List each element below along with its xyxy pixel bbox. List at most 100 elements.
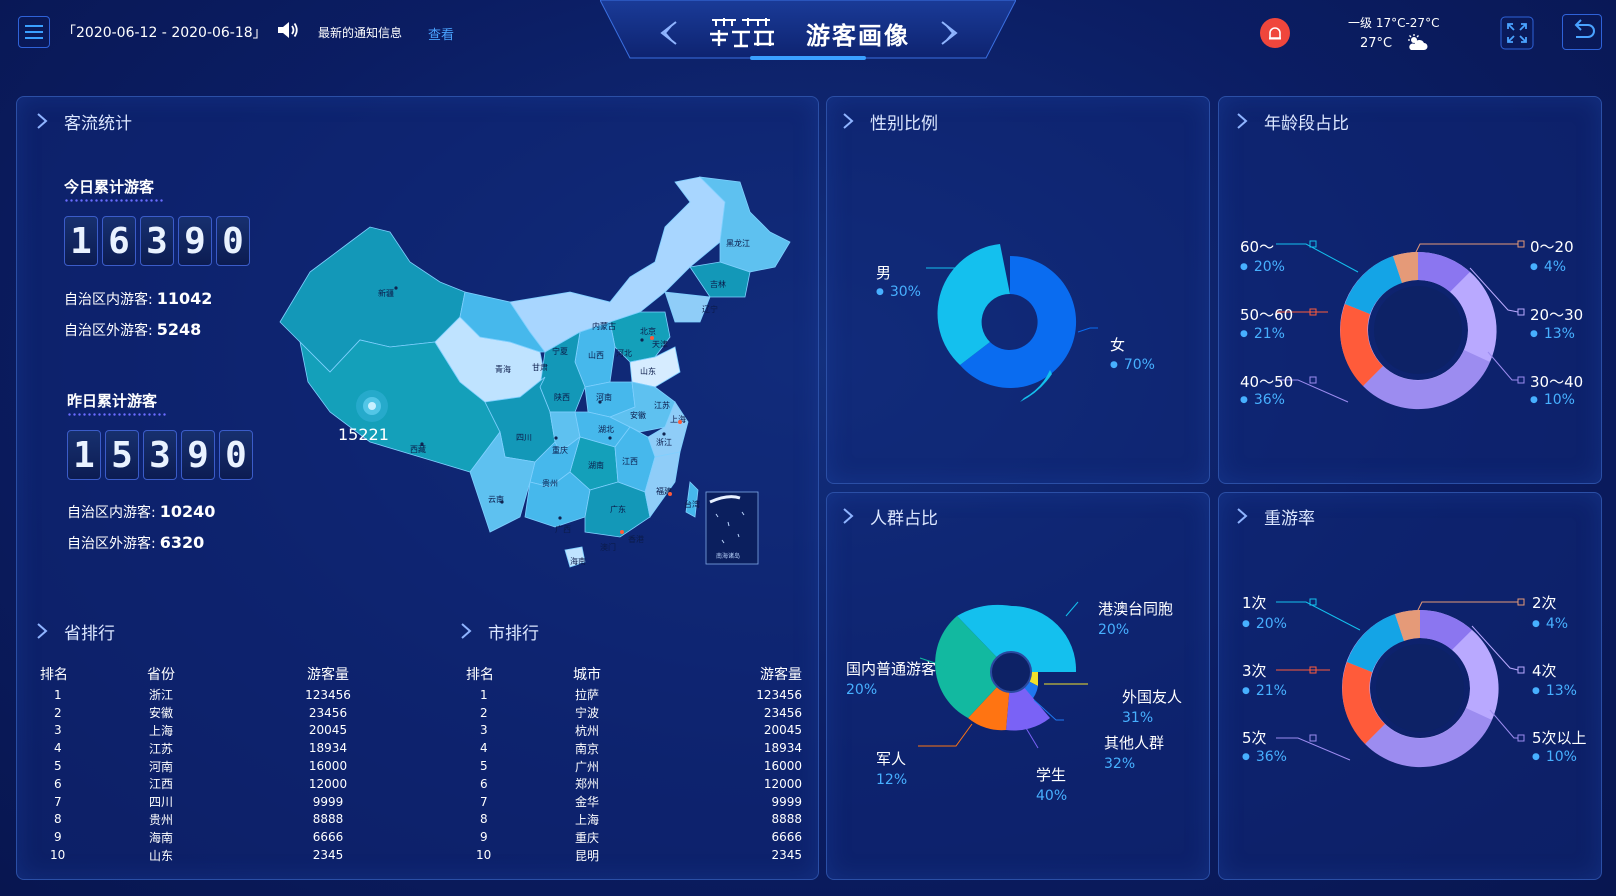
today-digit: 3: [140, 216, 174, 266]
map-region-guangdong[interactable]: [584, 481, 651, 538]
crowd-title-arrow-icon: [843, 508, 854, 524]
crowd-slice: [957, 604, 1076, 672]
today-total-underline: [64, 199, 164, 202]
map-region-liaoning[interactable]: [664, 291, 711, 323]
yesterday-inside-stat: 自治区内游客: 10240: [67, 502, 216, 521]
today-total-label: 今日累计游客: [64, 178, 155, 196]
today-outside-stat: 自治区外游客: 5248: [64, 320, 202, 339]
age-pct: 21%: [1240, 326, 1285, 342]
map-label: 河北: [616, 348, 632, 358]
age-slice: [1450, 272, 1497, 362]
prev-arrow-icon[interactable]: [658, 20, 678, 46]
age-pct: 10%: [1530, 392, 1575, 408]
yesterday-outside-stat: 自治区外游客: 6320: [67, 533, 205, 552]
map-label: 新疆: [378, 288, 394, 298]
page-title: 游客画像: [806, 22, 910, 50]
map-label: 贵州: [542, 478, 558, 488]
map-region-beijing-hebei[interactable]: [609, 311, 671, 363]
age-slice: [1345, 256, 1402, 314]
revisit-pct: 36%: [1242, 749, 1287, 765]
map-region-taiwan[interactable]: [685, 481, 699, 518]
crowd-pct: 40%: [1036, 788, 1068, 804]
table-row: 3 杭州 20045: [480, 723, 802, 738]
map-label: 甘肃: [532, 362, 548, 372]
next-arrow-icon[interactable]: [940, 20, 960, 46]
column-header: 排名: [40, 667, 68, 683]
map-region-fujian[interactable]: [644, 451, 681, 518]
china-map[interactable]: 15221 新疆 西藏 青海 甘肃 宁夏 内蒙古 黑龙江 吉林 辽宁 北京 天津…: [270, 172, 810, 592]
table-row: 5 河南 16000: [54, 759, 348, 774]
table-row: 4 南京 18934: [480, 741, 802, 756]
weather-cloud-sun-icon: [1408, 34, 1428, 50]
map-region-jilin[interactable]: [689, 261, 751, 298]
table-row: 1 浙江 123456: [54, 687, 351, 703]
revisit-label: 2次: [1532, 594, 1557, 612]
map-label: 安徽: [630, 410, 646, 420]
age-slice: [1340, 304, 1383, 386]
traffic-title: 客流统计: [64, 114, 132, 134]
gender-title: 性别比例: [870, 114, 938, 134]
yesterday-digit: 5: [105, 430, 139, 480]
revisit-donut-chart: [1276, 598, 1525, 768]
age-pct: 36%: [1240, 392, 1285, 408]
speaker-icon: [278, 22, 298, 38]
province-rank-arrow-icon: [37, 623, 48, 639]
gender-donut-chart: [937, 244, 1077, 402]
map-label: 湖南: [588, 460, 604, 470]
gender-slice-female: [960, 255, 1077, 388]
revisit-title-arrow-icon: [1237, 508, 1248, 524]
map-label: 四川: [516, 433, 532, 442]
column-header: 排名: [466, 667, 494, 683]
table-row: 9 重庆 6666: [480, 830, 802, 845]
gender-leader-lines: [926, 259, 1098, 333]
revisit-label: 5次: [1242, 729, 1267, 747]
age-label: 20～30: [1530, 306, 1584, 324]
revisit-pct: 4%: [1532, 616, 1568, 632]
notice-text: 最新的通知信息: [318, 26, 403, 40]
city-rank-title: 市排行: [488, 624, 539, 644]
map-region-heilongjiang[interactable]: [698, 176, 791, 273]
map-label: 黑龙江: [726, 238, 750, 248]
alarm-icon[interactable]: [1260, 18, 1290, 48]
map-region-hainan[interactable]: [564, 546, 586, 568]
crowd-rose-chart: [918, 601, 1088, 749]
map-label: 福建: [656, 486, 672, 496]
date-range[interactable]: 「2020-06-12 - 2020-06-18」: [62, 25, 267, 41]
map-label: 内蒙古: [592, 321, 616, 331]
age-pct: 4%: [1530, 259, 1566, 275]
yesterday-digit: 1: [67, 430, 101, 480]
map-label: 青海: [495, 364, 511, 374]
column-header: 城市: [573, 667, 601, 683]
today-digit: 1: [64, 216, 98, 266]
map-label: 重庆: [552, 445, 568, 455]
crowd-label: 外国友人: [1122, 688, 1183, 706]
map-label: 澳门: [600, 542, 616, 552]
revisit-pct: 13%: [1532, 683, 1577, 699]
crowd-pct: 20%: [1098, 622, 1130, 638]
crowd-label: 国内普通游客: [846, 660, 937, 678]
revisit-pct: 21%: [1242, 683, 1287, 699]
gender-accent-arc: [1020, 370, 1052, 402]
today-digit: 6: [102, 216, 136, 266]
revisit-slice: [1365, 708, 1492, 768]
gender-male-label: 男: [876, 264, 892, 282]
age-label: 30～40: [1530, 373, 1584, 391]
table-row: 8 贵州 8888: [54, 812, 344, 827]
age-pct: 20%: [1240, 259, 1285, 275]
map-label: 宁夏: [552, 346, 568, 356]
fullscreen-icon[interactable]: [1500, 16, 1534, 50]
age-donut-chart: [1276, 240, 1525, 410]
view-notice-link[interactable]: 查看: [428, 28, 455, 43]
yesterday-digit: 0: [219, 430, 253, 480]
revisit-slice: [1395, 609, 1420, 641]
crowd-label: 军人: [876, 750, 907, 768]
gender-female-label: 女: [1110, 336, 1126, 354]
crowd-pct: 12%: [876, 772, 908, 788]
table-row: 1 拉萨 123456: [480, 687, 802, 703]
map-region-anhui-jiangsu[interactable]: [609, 381, 676, 433]
back-button[interactable]: [1562, 14, 1602, 50]
menu-icon[interactable]: [18, 16, 50, 48]
south-sea-inset-label: 南海诸岛: [716, 552, 740, 560]
